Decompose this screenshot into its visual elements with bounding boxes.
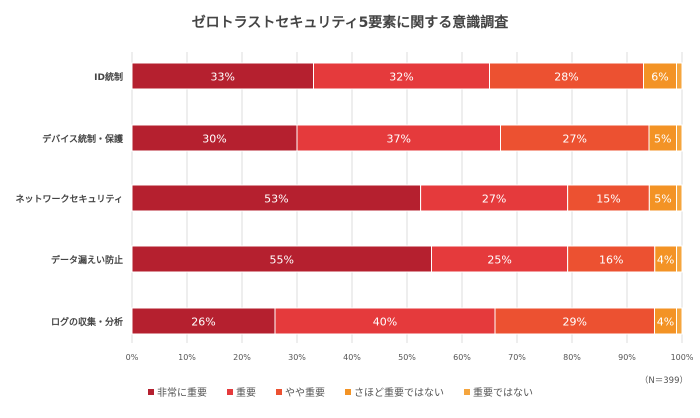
data-label: 4% bbox=[657, 254, 674, 267]
data-label: 25% bbox=[487, 254, 511, 267]
category-label: デバイス統制・保護 bbox=[42, 133, 124, 145]
legend-swatch bbox=[345, 389, 351, 395]
data-label: 28% bbox=[554, 71, 578, 84]
data-label: 33% bbox=[211, 71, 235, 84]
legend-swatch bbox=[276, 389, 282, 395]
data-label: 4% bbox=[657, 316, 674, 329]
bar-segment bbox=[676, 245, 683, 273]
data-label: 29% bbox=[563, 316, 587, 329]
data-label: 26% bbox=[191, 316, 215, 329]
bar-segment bbox=[131, 124, 298, 152]
bar-segment bbox=[431, 245, 569, 273]
data-label: 5% bbox=[654, 133, 671, 146]
sample-size-note: （N＝399） bbox=[640, 375, 688, 386]
x-tick-label: 80% bbox=[563, 353, 581, 362]
legend-swatch bbox=[148, 389, 154, 395]
legend-swatch bbox=[227, 389, 233, 395]
bar-segment bbox=[676, 124, 683, 152]
bar-segment bbox=[131, 62, 314, 90]
data-label: 55% bbox=[270, 254, 294, 267]
bar-segment bbox=[567, 245, 656, 273]
legend-label: 非常に重要 bbox=[157, 386, 207, 399]
data-label: 32% bbox=[389, 71, 413, 84]
x-tick-label: 100% bbox=[671, 353, 694, 362]
data-label: 6% bbox=[651, 71, 668, 84]
chart-title: ゼロトラストセキュリティ5要素に関する意識調査 bbox=[192, 14, 510, 31]
bar-segment bbox=[420, 184, 569, 212]
bar-segment bbox=[643, 62, 677, 90]
data-label: 30% bbox=[202, 133, 226, 146]
data-label: 16% bbox=[599, 254, 623, 267]
bar-segment bbox=[500, 124, 650, 152]
data-label: 37% bbox=[387, 133, 411, 146]
legend-label: 重要ではない bbox=[473, 386, 533, 399]
data-label: 15% bbox=[596, 193, 620, 206]
x-tick-label: 50% bbox=[398, 353, 416, 362]
x-tick-label: 40% bbox=[343, 353, 361, 362]
category-label: ログの収集・分析 bbox=[51, 316, 123, 328]
x-tick-label: 30% bbox=[288, 353, 306, 362]
bar-segment bbox=[676, 184, 683, 212]
x-tick-label: 70% bbox=[508, 353, 526, 362]
legend-label: やや重要 bbox=[285, 386, 325, 399]
bar-segment bbox=[131, 184, 422, 212]
data-label: 40% bbox=[373, 316, 397, 329]
data-label: 27% bbox=[482, 193, 506, 206]
x-tick-label: 0% bbox=[126, 353, 139, 362]
category-label: データ漏えい防止 bbox=[51, 254, 123, 266]
data-label: 5% bbox=[654, 193, 671, 206]
bar-segment bbox=[494, 307, 655, 335]
bar-segment bbox=[131, 307, 276, 335]
bar-segment bbox=[676, 307, 683, 335]
category-label: ネットワークセキュリティ bbox=[16, 194, 123, 205]
bar-segment bbox=[676, 62, 683, 90]
bar-segment bbox=[131, 245, 433, 273]
x-tick-label: 60% bbox=[453, 353, 471, 362]
legend-swatch bbox=[464, 389, 470, 395]
bar-segment bbox=[567, 184, 650, 212]
legend-label: 重要 bbox=[236, 386, 256, 399]
bar-segment bbox=[296, 124, 501, 152]
bar-segment bbox=[313, 62, 490, 90]
x-tick-label: 20% bbox=[233, 353, 251, 362]
legend-label: さほど重要ではない bbox=[354, 386, 444, 399]
data-label: 27% bbox=[563, 133, 587, 146]
data-label: 53% bbox=[264, 193, 288, 206]
x-tick-label: 10% bbox=[178, 353, 196, 362]
category-label: ID統制 bbox=[94, 71, 123, 83]
bar-segment bbox=[274, 307, 496, 335]
bar-segment bbox=[648, 184, 678, 212]
x-tick-label: 90% bbox=[618, 353, 636, 362]
